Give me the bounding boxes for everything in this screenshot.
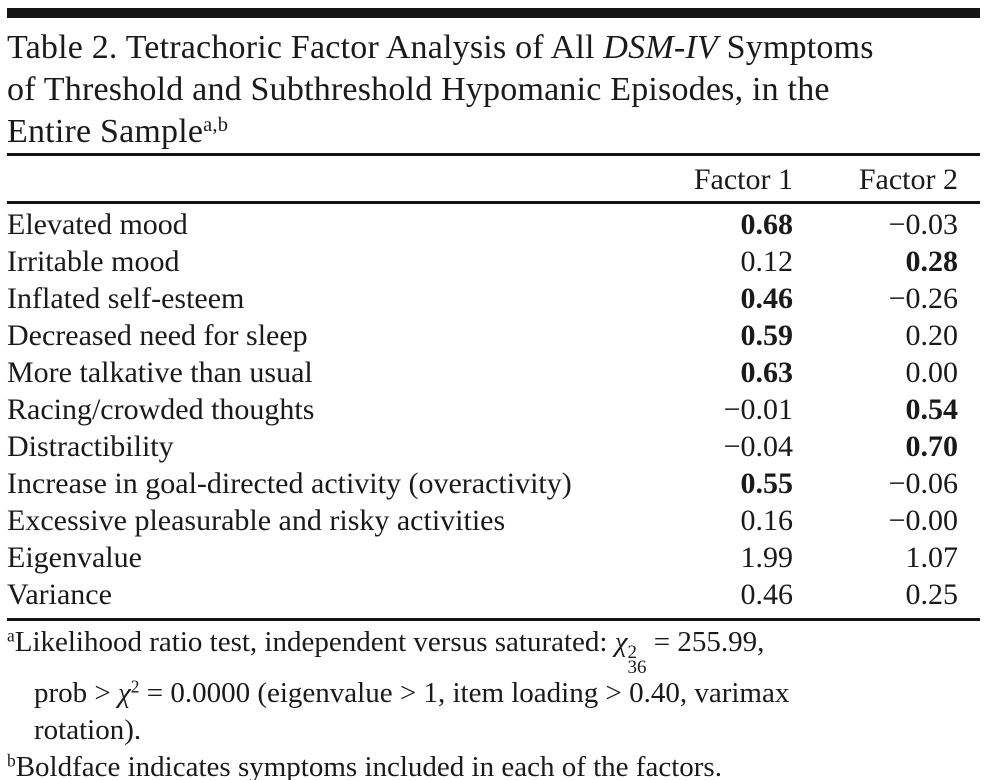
- top-rule-thick: [7, 8, 980, 18]
- factor1-value: 0.68: [740, 208, 794, 241]
- chi-subscript: 36: [627, 657, 647, 678]
- title-footnote-marker: a,b: [203, 113, 229, 136]
- factor2-value: 1.07: [905, 541, 959, 574]
- rule-below-header: [7, 201, 980, 204]
- factor1-value: −0.04: [723, 430, 793, 463]
- table-row: Decreased need for sleep 0.59 0.20: [7, 317, 980, 354]
- factor1-value: −0.01: [723, 393, 793, 426]
- footnote-a-text: Likelihood ratio test, independent versu…: [14, 626, 615, 658]
- factor1-value: 1.99: [740, 541, 794, 574]
- factor1-value: 0.16: [740, 504, 794, 537]
- symptom-label: Racing/crowded thoughts: [7, 393, 315, 426]
- table-row: Variance 0.46 0.25: [7, 576, 980, 613]
- chi-icon: χ: [118, 677, 131, 709]
- header-factor1: Factor 1: [693, 163, 793, 196]
- table-title: Table 2. Tetrachoric Factor Analysis of …: [7, 27, 980, 153]
- chi-sup-sub: 2 36: [627, 642, 647, 678]
- table-row: Excessive pleasurable and risky activiti…: [7, 502, 980, 539]
- chi-superscript: 2: [130, 676, 140, 697]
- footnote-a-text: prob >: [34, 677, 119, 709]
- symptom-label: Elevated mood: [7, 208, 188, 241]
- footnote-a-marker: a: [7, 625, 15, 646]
- rule-above-footnotes: [7, 618, 980, 621]
- footnote-b-text: Boldface indicates symptoms included in …: [15, 751, 722, 780]
- rule-above-header: [7, 153, 980, 156]
- chi-icon: χ: [614, 626, 628, 658]
- footnote-a-text: = 255.99,: [646, 626, 765, 658]
- footnote-a-line1: aLikelihood ratio test, independent vers…: [7, 624, 980, 677]
- footnote-b: bBoldface indicates symptoms included in…: [7, 749, 980, 780]
- title-line-1: Table 2. Tetrachoric Factor Analysis of …: [7, 27, 980, 69]
- chi-squared-36-symbol: χ 2 36: [614, 626, 647, 677]
- title-italic-dsm-iv: DSM-IV: [603, 29, 718, 66]
- footnotes: aLikelihood ratio test, independent vers…: [7, 621, 980, 780]
- title-text: Symptoms: [717, 29, 874, 66]
- title-text: Entire Sample: [7, 113, 204, 150]
- table-header-row: Factor 1 Factor 2: [7, 156, 980, 201]
- factor1-value: 0.59: [740, 319, 794, 352]
- factor2-value: 0.20: [905, 319, 959, 352]
- factor2-value: −0.00: [888, 504, 958, 537]
- table-row: Elevated mood 0.68 −0.03: [7, 206, 980, 243]
- footnote-a-line3: rotation).: [34, 714, 142, 746]
- factor2-value: 0.25: [905, 578, 959, 611]
- factor2-value: −0.03: [888, 208, 958, 241]
- symptom-label: Decreased need for sleep: [7, 319, 308, 352]
- table-row: Irritable mood 0.12 0.28: [7, 243, 980, 280]
- factor2-value: 0.00: [905, 356, 959, 389]
- symptom-label: Distractibility: [7, 430, 174, 463]
- footnote-a-text: = 0.0000 (eigenvalue > 1, item loading >…: [139, 677, 790, 709]
- factor1-value: 0.63: [740, 356, 794, 389]
- footnote-a-line2: prob > χ2 = 0.0000 (eigenvalue > 1, item…: [7, 675, 980, 712]
- factor2-value: 0.54: [905, 393, 959, 426]
- table-body: Elevated mood 0.68 −0.03 Irritable mood 0.12…: [7, 204, 980, 618]
- title-line-2: of Threshold and Subthreshold Hypomanic …: [7, 71, 830, 108]
- title-text: Table 2. Tetrachoric Factor Analysis of …: [7, 29, 604, 66]
- table-row: More talkative than usual 0.63 0.00: [7, 354, 980, 391]
- factor1-value: 0.46: [740, 578, 794, 611]
- symptom-label: Excessive pleasurable and risky activiti…: [7, 504, 506, 537]
- chi-superscript: 2: [627, 642, 637, 663]
- table-row: Inflated self-esteem 0.46 −0.26: [7, 280, 980, 317]
- table-row: Eigenvalue 1.99 1.07: [7, 539, 980, 576]
- symptom-label: Inflated self-esteem: [7, 282, 245, 315]
- factor2-value: −0.06: [888, 467, 958, 500]
- factor1-value: 0.46: [740, 282, 794, 315]
- factor2-value: 0.70: [905, 430, 959, 463]
- symptom-label: Eigenvalue: [7, 541, 142, 574]
- title-line-3: Entire Samplea,b: [7, 111, 980, 153]
- symptom-label: More talkative than usual: [7, 356, 313, 389]
- factor2-value: −0.26: [888, 282, 958, 315]
- factor2-value: 0.28: [905, 245, 959, 278]
- footnote-b-marker: b: [7, 750, 16, 771]
- chi-squared-symbol: χ2: [118, 677, 139, 709]
- factor1-value: 0.55: [740, 467, 794, 500]
- table-row: Racing/crowded thoughts −0.01 0.54: [7, 391, 980, 428]
- factor1-value: 0.12: [740, 245, 794, 278]
- symptom-label: Increase in goal-directed activity (over…: [7, 467, 572, 500]
- table-row: Distractibility −0.04 0.70: [7, 428, 980, 465]
- symptom-label: Variance: [7, 578, 112, 611]
- symptom-label: Irritable mood: [7, 245, 180, 278]
- table-row: Increase in goal-directed activity (over…: [7, 465, 980, 502]
- header-factor2: Factor 2: [858, 163, 958, 196]
